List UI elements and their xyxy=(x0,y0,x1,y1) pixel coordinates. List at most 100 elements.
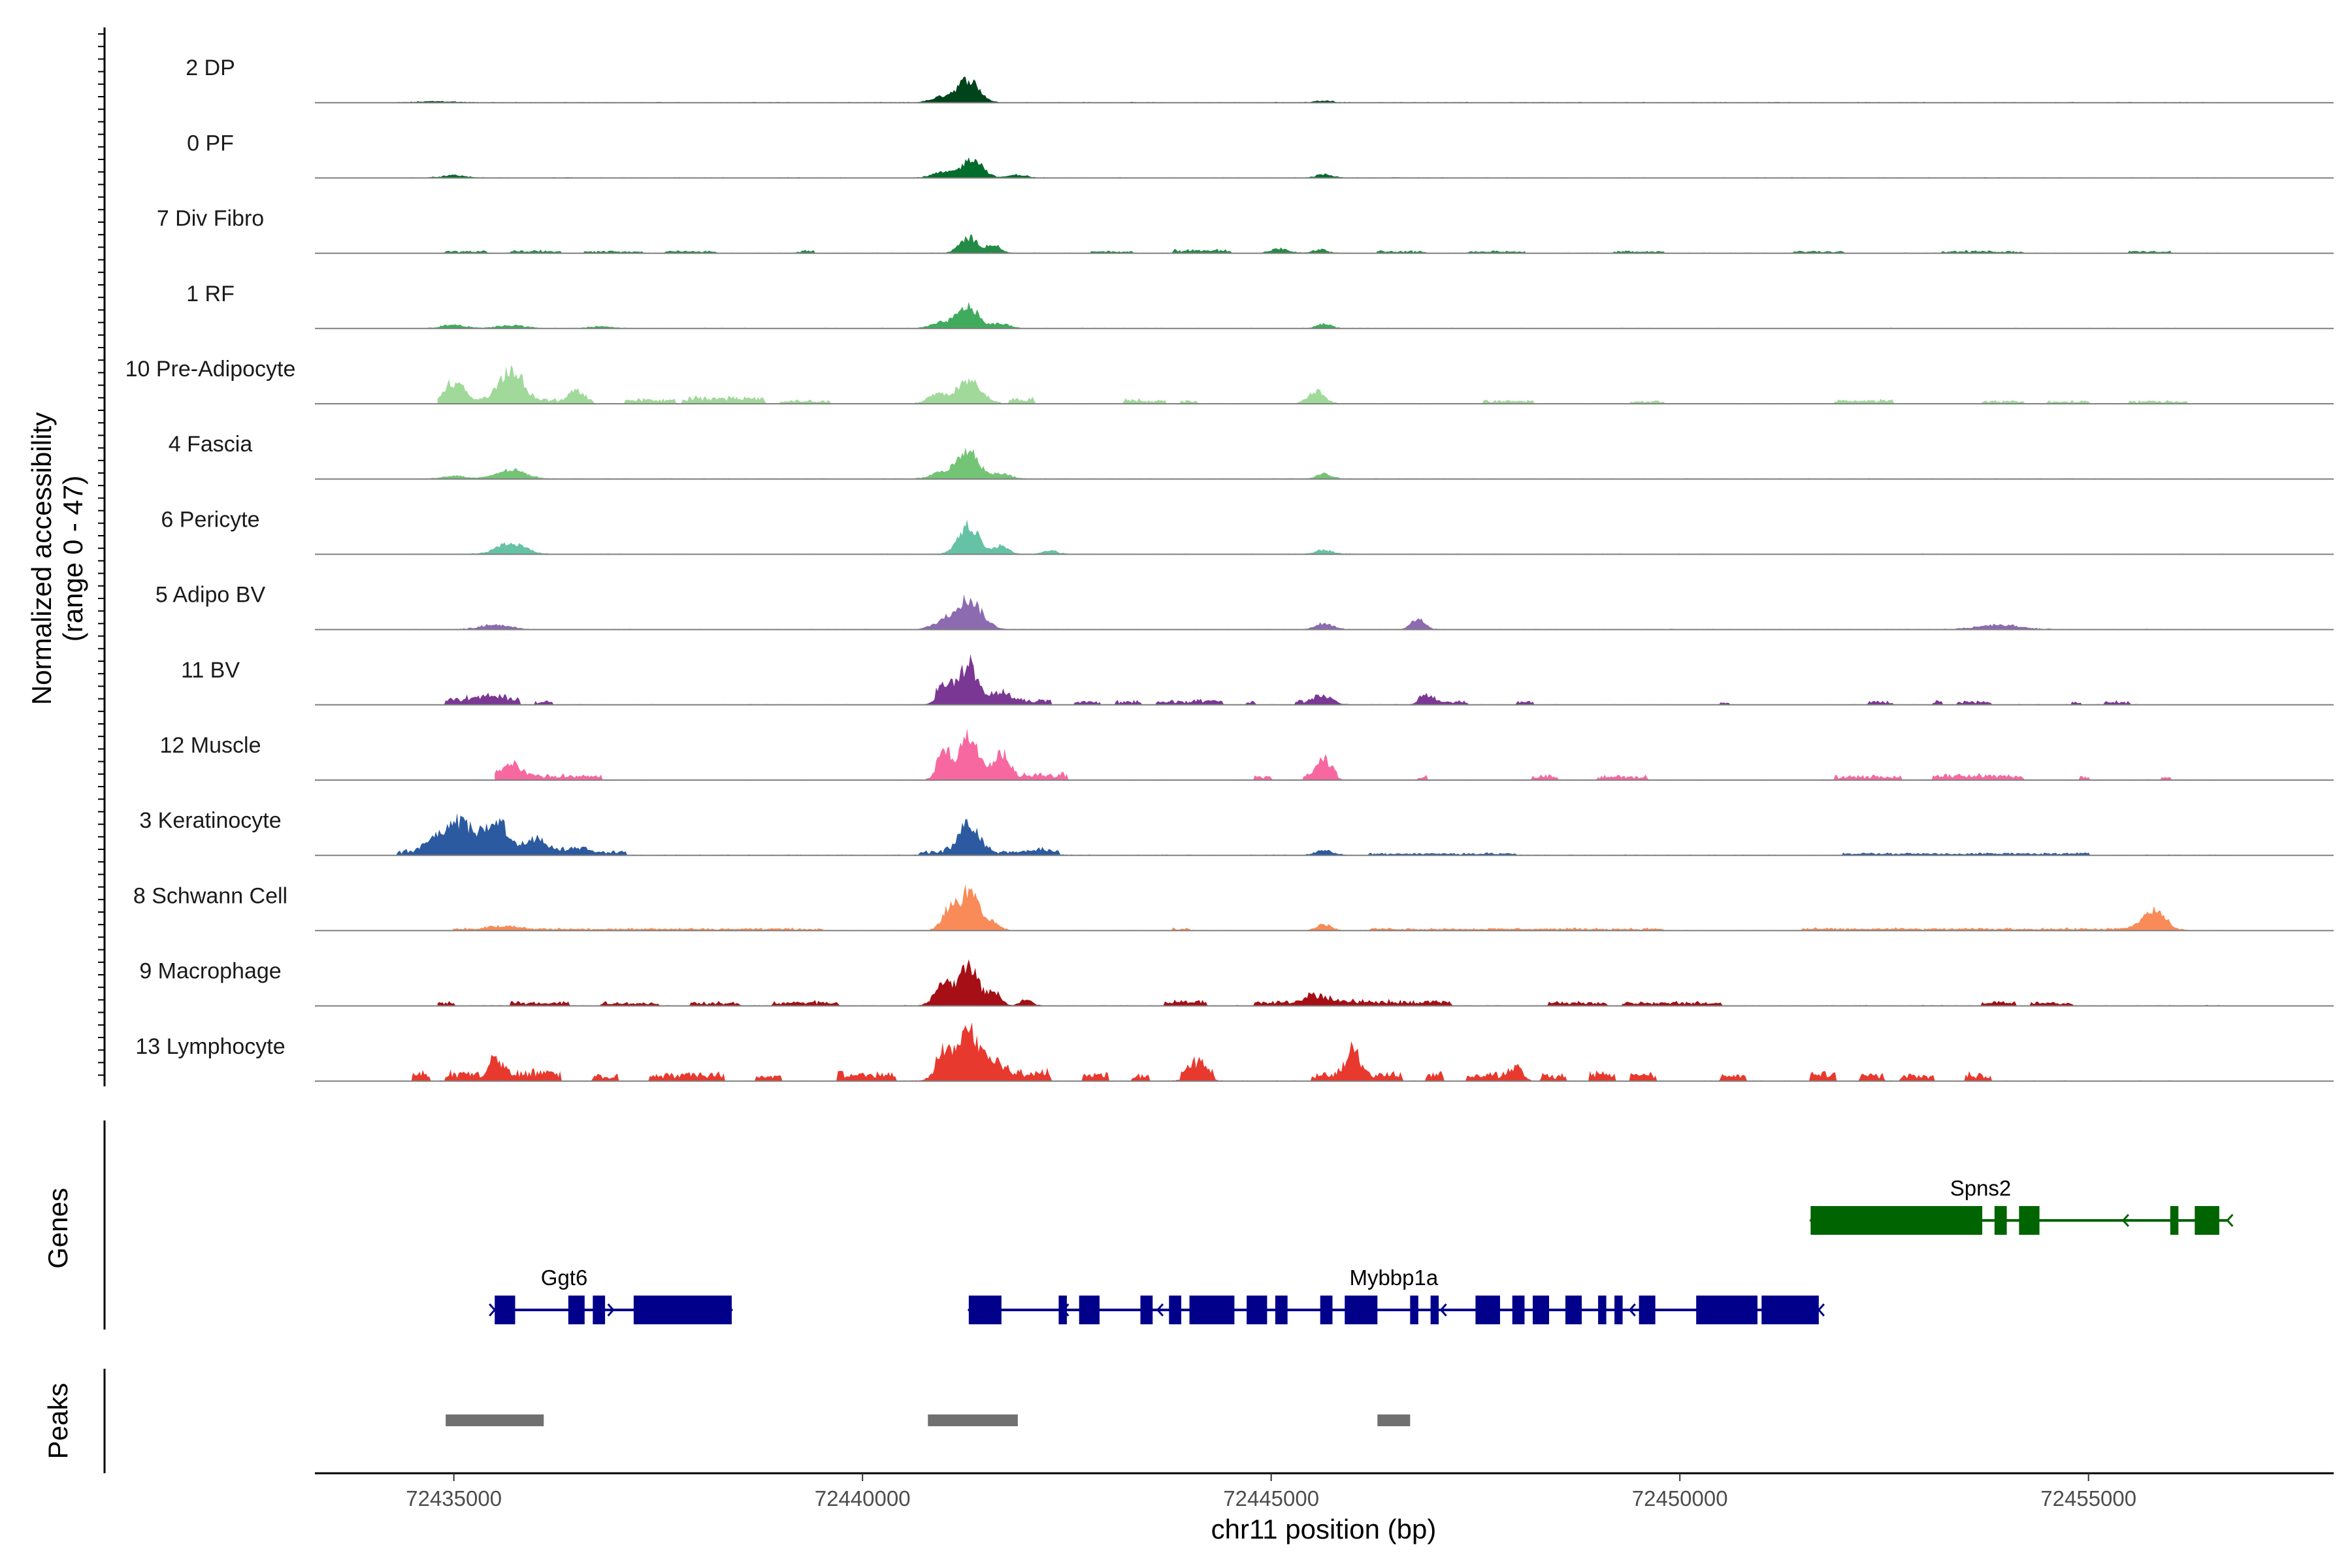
y-axis-title: Normalized accessibility xyxy=(26,412,57,705)
gene-exon xyxy=(1994,1206,2007,1235)
coverage-area xyxy=(397,76,2228,103)
gene-exon xyxy=(1275,1296,1288,1324)
coverage-area xyxy=(437,959,2219,1006)
coverage-y-axis xyxy=(98,27,106,1086)
coverage-area xyxy=(437,654,2219,705)
gene-exon xyxy=(2170,1206,2179,1235)
x-tick-label: 72455000 xyxy=(2040,1486,2136,1511)
x-tick-label: 72435000 xyxy=(406,1486,502,1511)
x-tick-label: 72445000 xyxy=(1223,1486,1319,1511)
peak-region xyxy=(928,1414,1018,1426)
x-axis: 72435000 72440000 72445000 72450000 72455000 xyxy=(315,1472,2334,1511)
coverage-area xyxy=(397,813,2228,856)
coverage-area xyxy=(397,1022,2228,1081)
gene-exon xyxy=(1058,1296,1067,1324)
coverage-track: 0 PF xyxy=(187,131,2334,179)
coverage-area xyxy=(495,728,2212,780)
gene-exon xyxy=(1475,1296,1500,1324)
gene-label: Mybbp1a xyxy=(1349,1266,1438,1290)
peak-region xyxy=(446,1414,544,1426)
coverage-area xyxy=(437,365,2219,404)
gene-exon xyxy=(1533,1296,1550,1324)
peak-region xyxy=(1377,1414,1411,1426)
coverage-track: 8 Schwann Cell xyxy=(133,883,2334,932)
gene-exon xyxy=(1810,1206,1983,1235)
coverage-area xyxy=(413,447,2228,480)
gene-exon xyxy=(1512,1296,1525,1324)
gene-exon xyxy=(1430,1296,1439,1324)
track-label: 2 DP xyxy=(186,56,235,80)
gene-strand-arrow xyxy=(2121,1214,2129,1227)
track-label: 3 Keratinocyte xyxy=(139,808,281,833)
gene-strand-arrow xyxy=(607,1303,615,1316)
gene-exon xyxy=(1079,1296,1100,1324)
coverage-area xyxy=(437,235,2228,253)
gene-exon xyxy=(633,1296,732,1324)
track-label: 1 RF xyxy=(186,282,235,306)
gene-strand-arrow xyxy=(2226,1214,2234,1227)
gene-strand-arrow xyxy=(1817,1303,1825,1316)
gene-exon xyxy=(2019,1206,2040,1235)
gene-model: Ggt6 xyxy=(489,1266,734,1324)
coverage-track: 13 Lymphocyte xyxy=(135,1022,2334,1082)
track-label: 6 Pericyte xyxy=(161,507,259,532)
gene-exon xyxy=(1761,1296,1819,1324)
coverage-track: 10 Pre-Adipocyte xyxy=(125,357,2334,404)
track-label: 11 BV xyxy=(181,658,240,683)
track-label: 10 Pre-Adipocyte xyxy=(125,357,296,382)
gene-strand-arrow xyxy=(1156,1303,1164,1316)
gene-exon xyxy=(2195,1206,2219,1235)
gene-strand-arrow xyxy=(1439,1303,1447,1316)
gene-exon xyxy=(1696,1296,1758,1324)
track-label: 7 Div Fibro xyxy=(157,206,264,231)
coverage-area xyxy=(413,519,2228,555)
gene-exon xyxy=(1410,1296,1418,1324)
gene-exon xyxy=(495,1296,515,1324)
coverage-area xyxy=(437,884,2228,931)
gene-exon xyxy=(568,1296,585,1324)
track-label: 13 Lymphocyte xyxy=(135,1034,285,1059)
gene-annotation-track: Ggt6 Mybbp1a Spns2 xyxy=(103,1120,2234,1330)
coverage-track: 6 Pericyte xyxy=(161,507,2334,555)
gene-label: Spns2 xyxy=(1950,1176,2012,1200)
x-tick-label: 72450000 xyxy=(1632,1486,1728,1511)
gene-model: Spns2 xyxy=(1809,1176,2234,1235)
gene-label: Ggt6 xyxy=(541,1266,588,1290)
coverage-track: 12 Muscle xyxy=(160,728,2334,781)
x-axis-title: chr11 position (bp) xyxy=(1211,1514,1437,1544)
gene-exon xyxy=(968,1296,1002,1324)
gene-exon xyxy=(1614,1296,1623,1324)
gene-exon xyxy=(1565,1296,1582,1324)
track-label: 12 Muscle xyxy=(160,733,261,758)
coverage-track: 1 RF xyxy=(186,282,2334,329)
gene-exon xyxy=(1140,1296,1153,1324)
coverage-track: 3 Keratinocyte xyxy=(139,808,2334,857)
peak-region-track xyxy=(103,1369,1411,1473)
track-label: 8 Schwann Cell xyxy=(133,883,287,908)
coverage-area xyxy=(404,157,2236,178)
coverage-track: 2 DP xyxy=(186,56,2334,104)
coverage-tracks: 2 DP 0 PF 7 Div Fibro 1 RF 10 Pre-Adipocyte 4… xyxy=(125,56,2334,1082)
gene-model: Mybbp1a xyxy=(967,1266,1825,1324)
gene-exon xyxy=(593,1296,606,1324)
track-label: 0 PF xyxy=(187,131,234,155)
y-axis-range-label: (range 0 - 47) xyxy=(57,476,88,642)
gene-strand-arrow xyxy=(1628,1303,1636,1316)
gene-exon xyxy=(1345,1296,1378,1324)
track-label: 5 Adipo BV xyxy=(155,583,266,608)
coverage-track: 4 Fascia xyxy=(169,432,2334,480)
x-tick-label: 72440000 xyxy=(815,1486,911,1511)
gene-exon xyxy=(1189,1296,1235,1324)
track-label: 9 Macrophage xyxy=(139,959,281,984)
coverage-track: 7 Div Fibro xyxy=(157,206,2334,254)
gene-exon xyxy=(1639,1296,1656,1324)
gene-track-label: Genes xyxy=(42,1188,73,1269)
gene-strand-arrow xyxy=(489,1303,497,1316)
coverage-area xyxy=(413,301,2228,329)
gene-exon xyxy=(1598,1296,1607,1324)
coverage-area xyxy=(413,594,2228,630)
gene-exon xyxy=(1320,1296,1333,1324)
gene-exon xyxy=(1247,1296,1267,1324)
coverage-track: 9 Macrophage xyxy=(139,959,2334,1007)
